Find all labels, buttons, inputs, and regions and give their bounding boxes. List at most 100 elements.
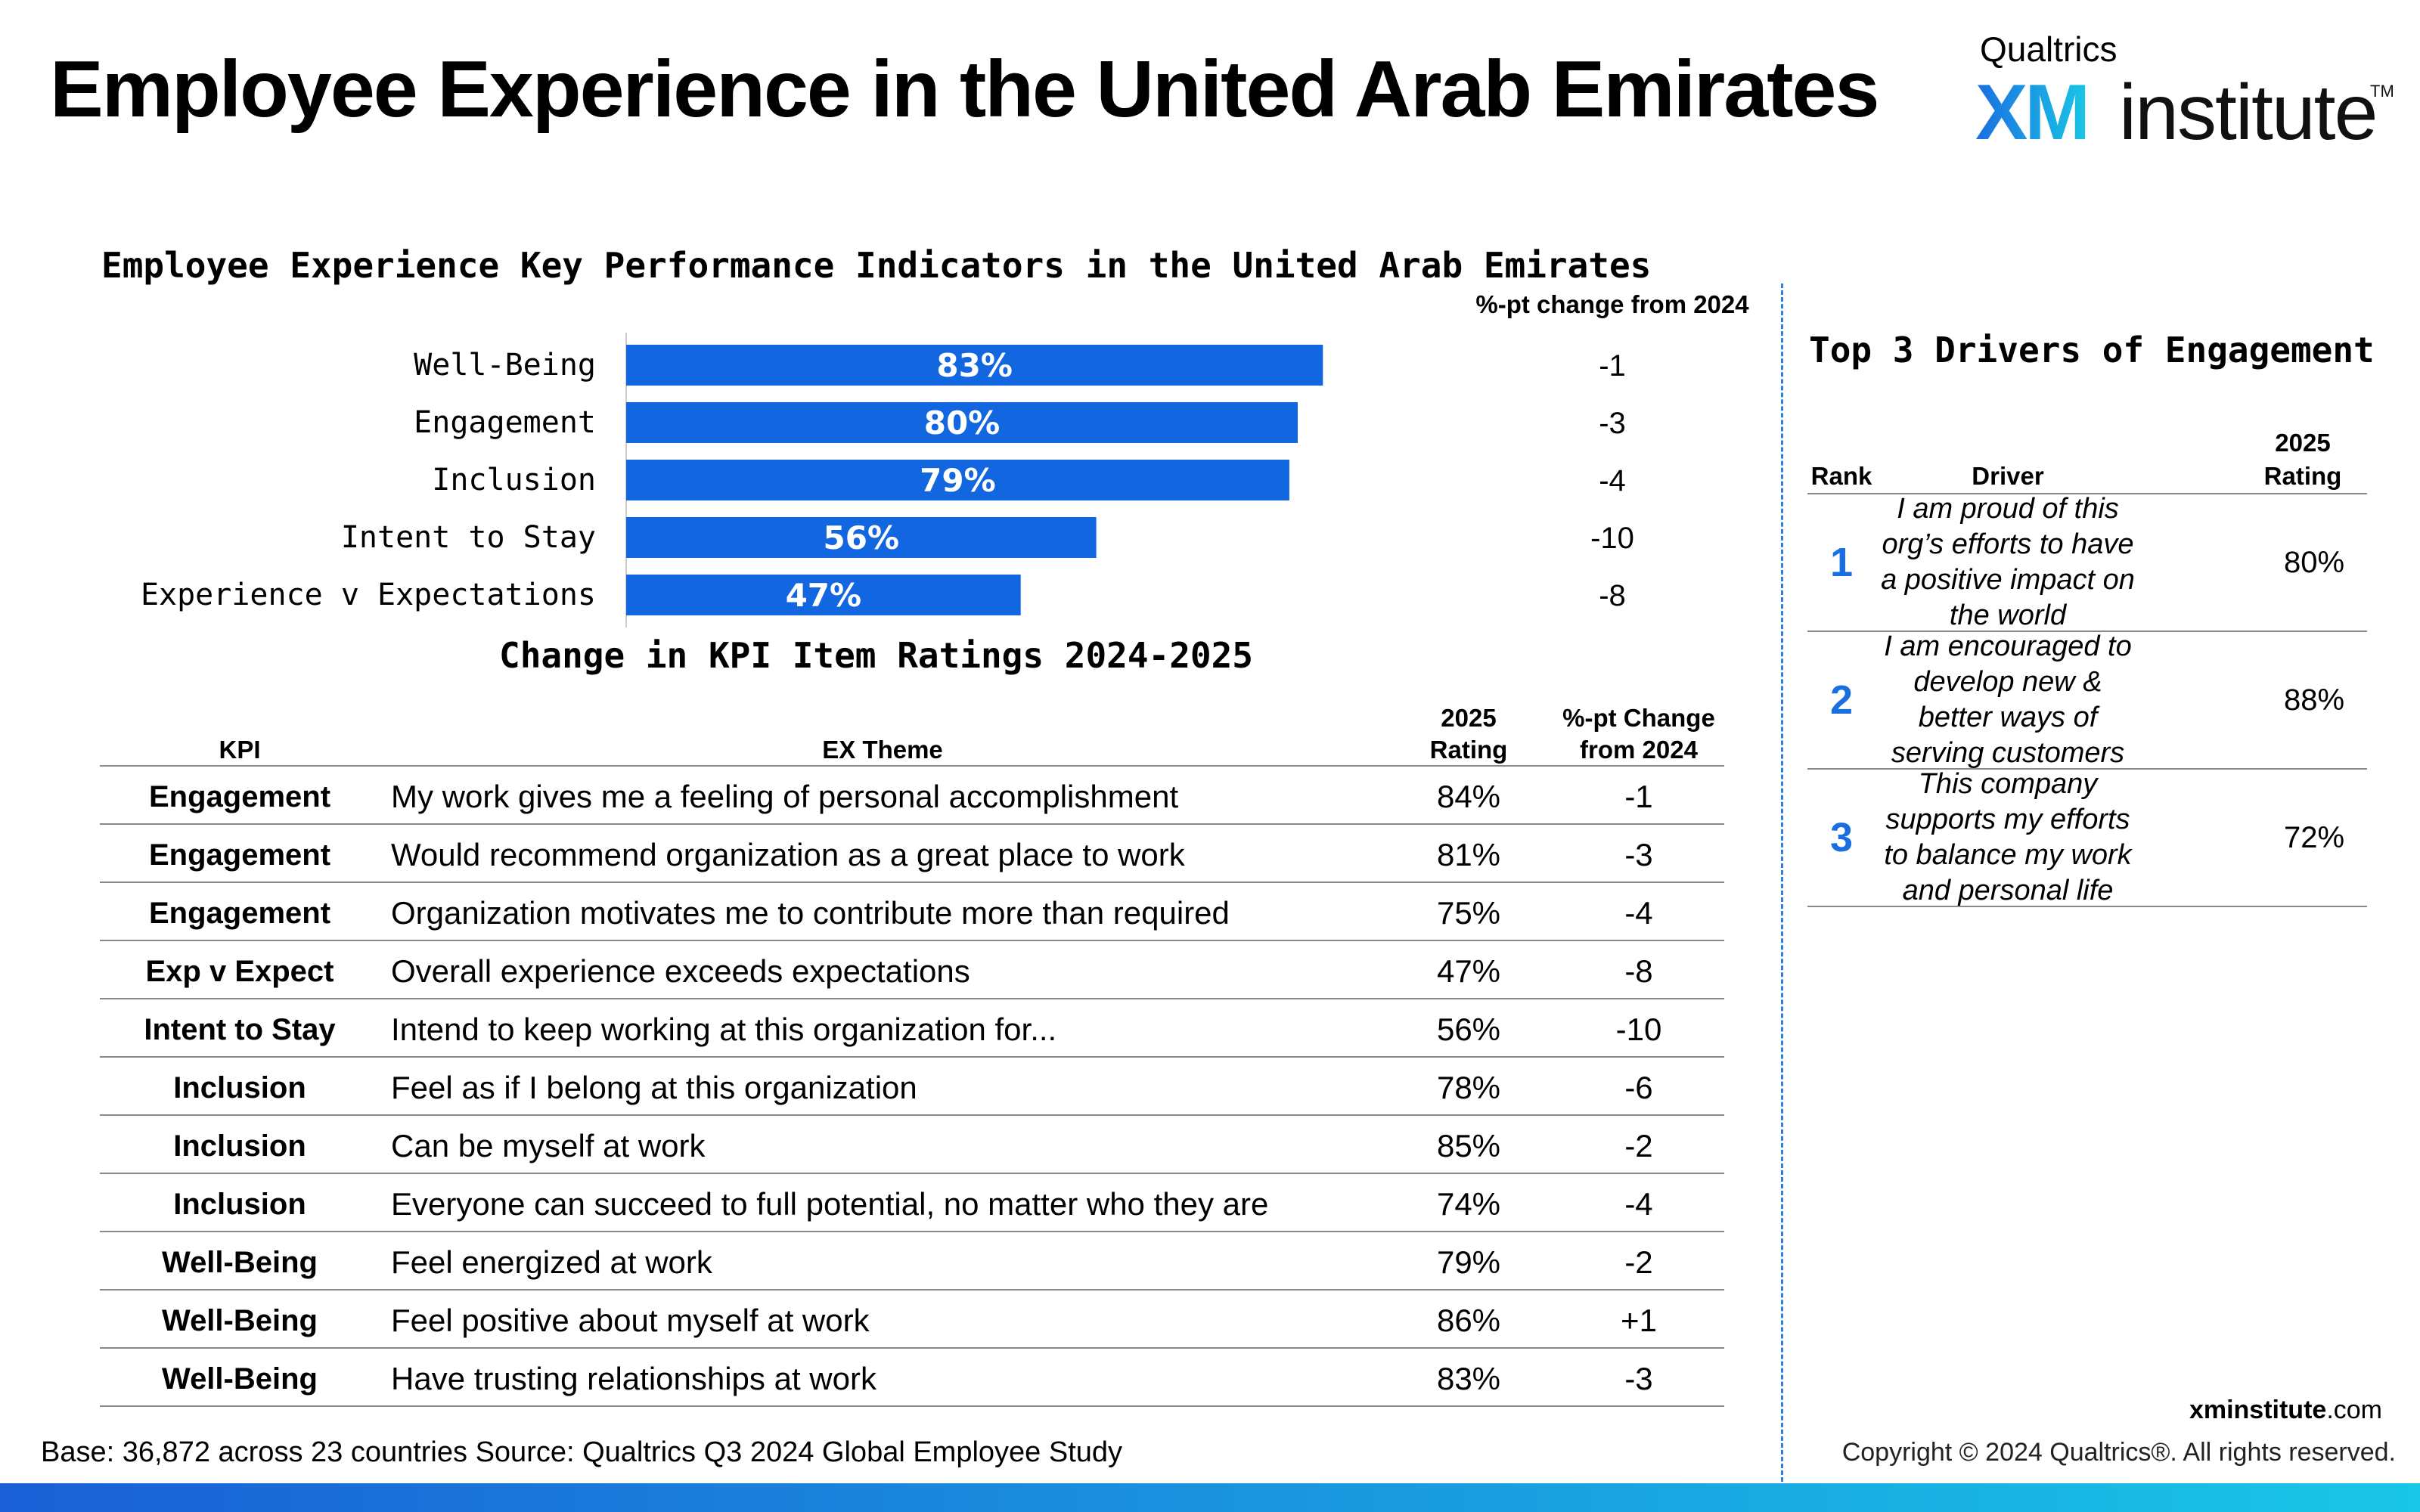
bar-value-label: 83% (936, 347, 1013, 384)
row-kpi: Well-Being (162, 1304, 318, 1337)
driver-rating: 72% (2283, 821, 2345, 854)
kpi-change-value: -8 (1599, 579, 1626, 612)
row-theme: Feel energized at work (391, 1244, 712, 1280)
base-text: 36,872 across 23 countries (122, 1436, 468, 1468)
row-rating: 78% (1436, 1070, 1501, 1105)
copyright: Copyright © 2024 Qualtrics®. All rights … (1841, 1438, 2396, 1467)
drivers-title: Top 3 Drivers of Engagement (1809, 330, 2375, 370)
driver-rank: 2 (1829, 677, 1854, 723)
header-change-line1: %-pt Change (1562, 704, 1715, 732)
row-change: -6 (1624, 1070, 1653, 1105)
driver-text: This company supports my efforts to bala… (1884, 768, 2132, 906)
row-change: -3 (1624, 1361, 1653, 1396)
driver-row: 1 I am proud of this org’s efforts to hav… (1807, 493, 2367, 632)
driver-rating: 88% (2283, 683, 2345, 717)
drivers-header-rank: Rank (1810, 462, 1872, 490)
change-table-title: Change in KPI Item Ratings 2024-2025 (499, 635, 1253, 676)
row-kpi: Inclusion (173, 1071, 306, 1105)
row-rating: 75% (1436, 895, 1501, 931)
category-label: Intent to Stay (341, 520, 596, 555)
kpi-bar (626, 460, 1289, 500)
row-kpi: Engagement (148, 838, 331, 872)
driver-rating: 80% (2283, 546, 2345, 579)
kpi-bar-chart: Well-Being 83% -1 Engagement 80% -3 Inclusion 7… (141, 333, 1634, 627)
row-change: -2 (1624, 1128, 1653, 1163)
page-title: Employee Experience in the United Arab E… (50, 45, 1879, 134)
table-row: Well-Being Have trusting relationships at… (100, 1349, 1724, 1407)
row-rating: 79% (1436, 1244, 1501, 1280)
bar-value-label: 56% (824, 519, 900, 556)
row-theme: Have trusting relationships at work (391, 1361, 876, 1396)
drivers-header-rule (1807, 493, 2367, 494)
footnote: Base: 36,872 across 23 countries Source:… (41, 1436, 1122, 1469)
table-row: Well-Being Feel positive about myself at … (100, 1290, 1724, 1349)
table-row: Inclusion Feel as if I belong at this org… (100, 1058, 1724, 1116)
kpi-change-header: %-pt change from 2024 (1475, 290, 1749, 318)
row-change: -4 (1624, 895, 1653, 931)
table-row: Inclusion Everyone can succeed to full po… (100, 1174, 1724, 1232)
xm-institute-logo: Qualtrics XM institute TM (1975, 29, 2394, 156)
base-label: Base: (41, 1436, 115, 1468)
row-kpi: Intent to Stay (144, 1013, 336, 1046)
row-rating: 56% (1436, 1012, 1501, 1047)
source-text: Qualtrics Q3 2024 Global Employee Study (582, 1436, 1123, 1468)
row-rating: 85% (1436, 1128, 1501, 1163)
site-bold: xminstitute (2189, 1396, 2327, 1424)
row-rating: 47% (1436, 953, 1501, 989)
kpi-bar (626, 345, 1323, 386)
row-change: +1 (1621, 1303, 1657, 1338)
row-kpi: Engagement (148, 897, 331, 930)
drivers-header-rating-line1: 2025 (2275, 429, 2331, 457)
table-row: Intent to Stay Intend to keep working at … (100, 999, 1724, 1058)
kpi-chart-title: Employee Experience Key Performance Indi… (101, 245, 1652, 286)
row-kpi: Inclusion (173, 1188, 306, 1221)
bar-value-label: 47% (786, 577, 862, 614)
table-row: Inclusion Can be myself at work 85% -2 (100, 1116, 1724, 1174)
kpi-change-value: -1 (1599, 349, 1626, 383)
site-rest: .com (2326, 1396, 2382, 1424)
header-kpi: KPI (219, 736, 261, 764)
table-row: Well-Being Feel energized at work 79% -2 (100, 1232, 1724, 1290)
row-change: -3 (1624, 837, 1653, 872)
kpi-change-value: -10 (1590, 522, 1634, 555)
driver-row: 2 I am encouraged to develop new & better… (1807, 631, 2367, 770)
row-change: -2 (1624, 1244, 1653, 1280)
driver-row: 3 This company supports my efforts to bal… (1807, 768, 2367, 907)
bar-value-label: 80% (924, 404, 1001, 442)
source-label: Source: (475, 1436, 575, 1468)
row-kpi: Well-Being (162, 1362, 318, 1396)
table-header-rule (100, 765, 1724, 767)
row-kpi: Well-Being (162, 1246, 318, 1279)
logo-xm-text: XM (1975, 69, 2090, 156)
bottom-gradient-bar (0, 1483, 2420, 1512)
section-divider (1781, 284, 1783, 1482)
row-rating: 81% (1436, 837, 1501, 872)
row-rating: 84% (1436, 779, 1501, 814)
logo-tm-text: TM (2370, 82, 2394, 101)
kpi-change-value: -3 (1599, 407, 1626, 440)
logo-institute-text: institute (2119, 69, 2378, 156)
header-rating-line2: Rating (1429, 736, 1508, 764)
row-change: -8 (1624, 953, 1653, 989)
kpi-change-value: -4 (1599, 464, 1626, 497)
row-theme: Feel positive about myself at work (391, 1303, 870, 1338)
row-change: -10 (1615, 1012, 1662, 1047)
driver-rank: 1 (1829, 540, 1854, 585)
driver-text: I am encouraged to develop new & better … (1884, 631, 2132, 769)
row-theme: Overall experience exceeds expectations (391, 953, 970, 989)
drivers-header-rating-line2: Rating (2263, 462, 2342, 490)
kpi-bar (626, 517, 1097, 558)
category-label: Experience v Expectations (141, 578, 596, 612)
table-row: Engagement Organization motivates me to c… (100, 883, 1724, 941)
row-change: -1 (1624, 779, 1653, 814)
header-ex-theme: EX Theme (822, 736, 943, 764)
site-link[interactable]: xminstitute.com (2189, 1396, 2382, 1425)
row-theme: Can be myself at work (391, 1128, 706, 1163)
bar-value-label: 79% (920, 462, 996, 499)
driver-text: I am proud of this org’s efforts to have… (1881, 493, 2135, 631)
row-change: -4 (1624, 1186, 1653, 1222)
row-theme: Intend to keep working at this organizat… (391, 1012, 1057, 1047)
row-kpi: Exp v Expect (145, 955, 334, 988)
row-kpi: Engagement (148, 780, 331, 813)
row-theme: Would recommend organization as a great … (391, 837, 1185, 872)
